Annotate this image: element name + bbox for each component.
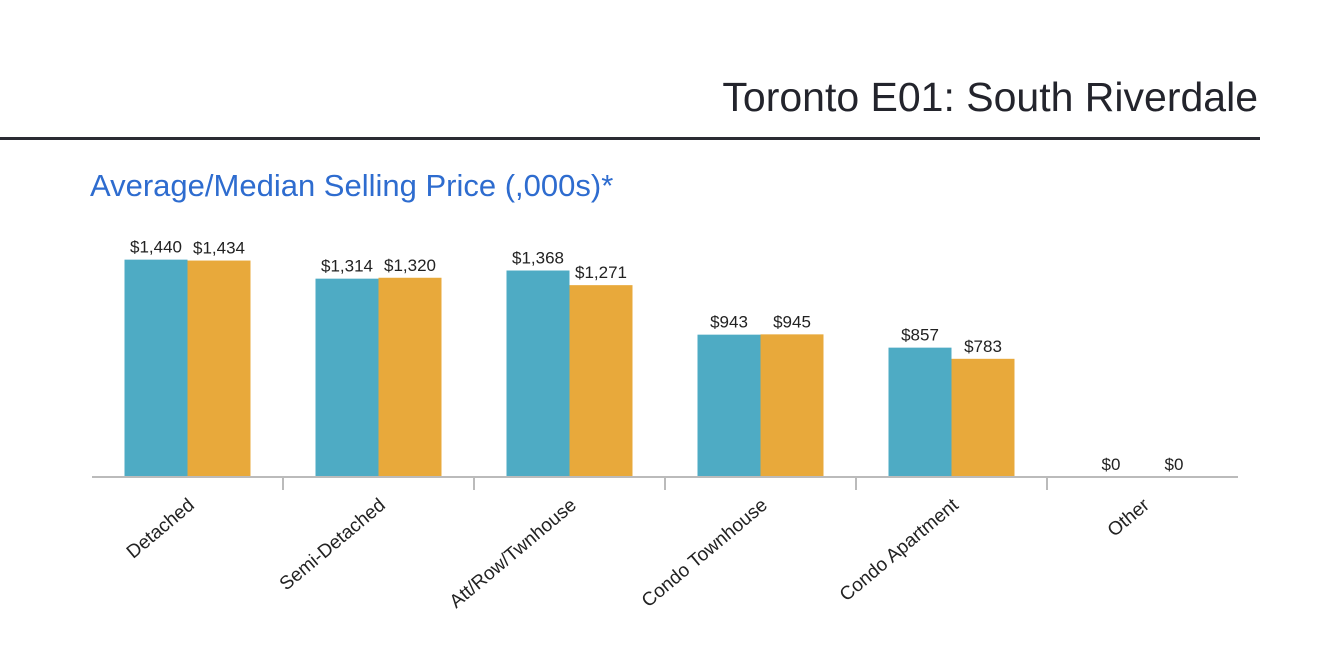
bar-average	[124, 259, 188, 477]
bar-median	[760, 334, 824, 477]
header-divider	[0, 137, 1260, 140]
x-tick-label: Att/Row/Twnhouse	[446, 495, 581, 613]
x-tick-label: Semi-Detached	[276, 495, 390, 595]
page-title: Toronto E01: South Riverdale	[722, 74, 1258, 120]
data-label: $945	[773, 312, 811, 331]
data-label: $943	[710, 313, 748, 332]
x-tick-label: Other	[1104, 494, 1154, 541]
data-label: $0	[1165, 455, 1184, 474]
bar-median	[569, 285, 633, 477]
bar-average	[315, 278, 379, 477]
data-label: $857	[901, 326, 939, 345]
bar-average	[506, 270, 570, 477]
bar-median	[187, 260, 251, 477]
chart-title: Average/Median Selling Price (,000s)*	[90, 168, 614, 203]
data-label: $0	[1102, 455, 1121, 474]
data-label: $1,314	[321, 257, 373, 276]
x-tick-label: Condo Townhouse	[638, 495, 772, 612]
data-label: $1,271	[575, 263, 627, 282]
bar-median	[378, 277, 442, 477]
x-tick-label: Detached	[123, 495, 199, 563]
x-tick-label: Condo Apartment	[836, 494, 963, 606]
data-label: $783	[964, 337, 1002, 356]
data-label: $1,440	[130, 238, 182, 257]
data-label: $1,368	[512, 249, 564, 268]
bar-average	[888, 347, 952, 477]
bar-median	[951, 358, 1015, 477]
data-label: $1,434	[193, 239, 245, 258]
data-label: $1,320	[384, 256, 436, 275]
bar-average	[697, 334, 761, 477]
